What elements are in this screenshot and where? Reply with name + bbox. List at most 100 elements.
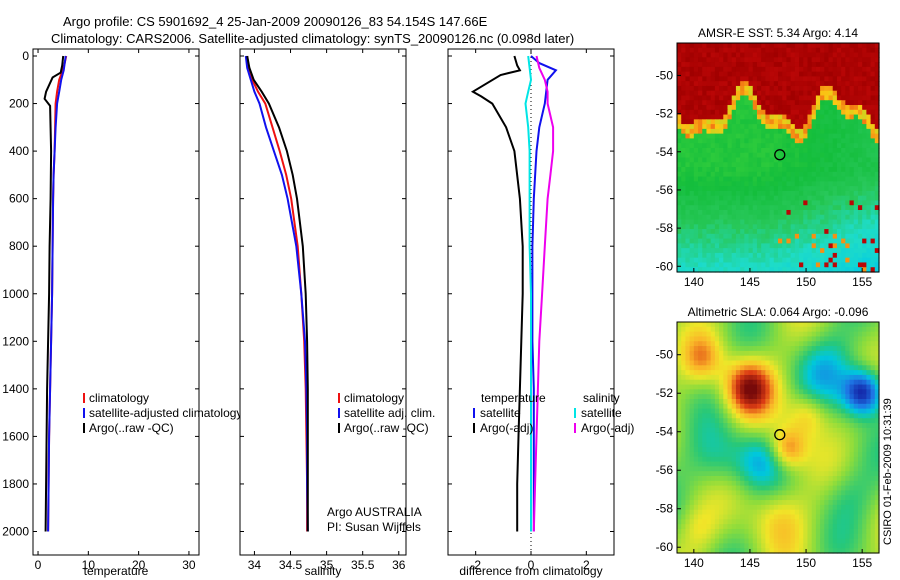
heatmap-cell [735,408,741,415]
heatmap-cell [735,186,741,192]
heatmap-cell [710,346,716,352]
heatmap-cell [681,423,687,429]
heatmap-cell [689,538,695,544]
heatmap-cell [811,485,817,492]
heatmap-cell [874,147,880,154]
heatmap-cell [731,195,737,202]
heatmap-cell [794,133,800,140]
heatmap-cell [794,262,800,268]
heatmap-cell [778,476,783,482]
heatmap-cell [677,167,682,173]
heatmap-cell [807,252,813,259]
heatmap-cell [677,370,682,376]
heatmap-cell [740,490,745,496]
heatmap-cell [782,326,788,333]
heatmap-cell [719,214,724,221]
heatmap-cell [744,423,750,429]
heatmap-cell [735,514,741,520]
heatmap-cell [702,105,708,111]
panel-temperature: 0 10 20 30020040060080010001200140016001800… [2,48,242,578]
heatmap-cell [815,456,821,463]
heatmap-cell [790,365,796,371]
heatmap-cell [702,389,708,395]
heatmap-cell [710,476,716,482]
heatmap-cell [731,85,737,92]
heatmap-cell [782,466,788,472]
heatmap-cell [693,480,699,487]
heatmap-cell [841,76,846,82]
heatmap-cell [874,43,880,49]
heatmap-cell [862,190,867,197]
heatmap-cell [752,262,758,268]
heatmap-cell [765,52,771,58]
heatmap-cell [723,205,729,211]
heatmap-cell [761,57,766,63]
heatmap-cell [744,167,750,173]
heatmap-cell [731,143,737,149]
heatmap-cell [841,243,846,249]
heatmap-cell [799,355,804,362]
heatmap-cell [794,461,800,467]
heatmap-cell [849,233,855,240]
heatmap-cell [748,52,754,58]
heatmap-cell [874,66,880,73]
heatmap-cell [744,152,750,159]
heatmap-cell [853,100,859,106]
heatmap-cell [862,238,867,244]
heatmap-cell [790,133,796,140]
series-line [524,55,533,532]
heatmap-cell [857,548,863,554]
heatmap-cell [857,238,863,244]
heatmap-cell [710,243,716,249]
heatmap-cell [790,480,796,487]
heatmap-cell [714,331,720,338]
heatmap-cell [735,105,741,111]
heatmap-cell [836,326,842,333]
heatmap-cell [778,257,783,264]
heatmap-cell [681,224,687,230]
heatmap-cell [693,219,699,225]
heatmap-cell [740,447,745,453]
heatmap-cell [710,124,716,130]
heatmap-cell [748,257,754,264]
heatmap-cell [786,157,792,163]
heatmap-cell [685,52,691,58]
heatmap-cell [714,138,720,144]
heatmap-cell [752,442,758,448]
heatmap-cell [778,384,783,390]
heatmap-cell [681,519,687,525]
heatmap-cell [723,252,729,259]
heatmap-cell [857,413,863,419]
heatmap-cell [761,533,766,540]
heatmap-cell [727,162,733,168]
heatmap-cell [862,47,867,54]
heatmap-cell [752,200,758,206]
heatmap-cell [828,109,834,116]
heatmap-cell [853,538,859,544]
heatmap-cell [874,81,880,87]
heatmap-cell [799,490,804,496]
heatmap-cell [782,200,788,206]
heatmap-cell [731,95,737,101]
heatmap-cell [870,384,876,390]
heatmap-cell [698,100,703,106]
heatmap-cell [782,262,788,268]
heatmap-cell [803,350,809,357]
heatmap-cell [836,480,842,487]
heatmap-cell [693,114,699,120]
heatmap-cell [778,538,783,544]
heatmap-cell [761,52,766,58]
heatmap-cell [815,252,821,259]
heatmap-cell [698,466,703,472]
heatmap-cell [710,162,716,168]
heatmap-cell [693,57,699,63]
heatmap-cell [811,238,817,244]
heatmap-cell [782,238,788,244]
heatmap-cell [677,52,682,58]
heatmap-cell [853,490,859,496]
heatmap-cell [845,109,851,116]
heatmap-cell [693,341,699,347]
heatmap-cell [828,509,834,516]
heatmap-cell [786,524,792,530]
heatmap-cell [681,252,687,259]
